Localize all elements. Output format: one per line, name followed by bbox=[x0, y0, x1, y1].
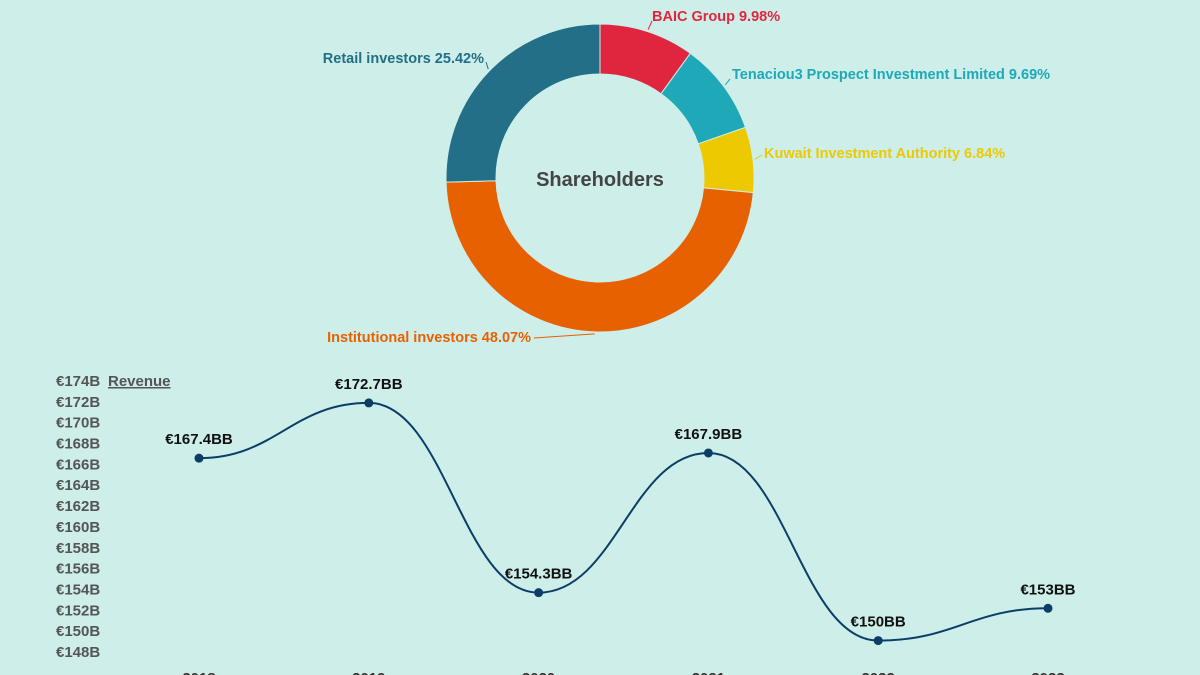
donut-slice-label: BAIC Group 9.98% bbox=[652, 9, 780, 25]
y-tick-label: €172B bbox=[56, 394, 100, 411]
revenue-data-label: €154.3BB bbox=[505, 566, 573, 583]
donut-leader-line bbox=[533, 333, 595, 339]
y-axis-label: Revenue bbox=[108, 373, 171, 390]
revenue-data-label: €167.9BB bbox=[675, 426, 743, 443]
donut-slice bbox=[445, 23, 601, 183]
revenue-series-line bbox=[198, 401, 1049, 642]
x-tick-label: 2023 bbox=[1031, 670, 1064, 675]
donut-slice-label: Kuwait Investment Authority 6.84% bbox=[764, 146, 1005, 162]
revenue-data-point bbox=[703, 448, 713, 458]
y-tick-label: €152B bbox=[56, 602, 100, 619]
revenue-data-label: €153BB bbox=[1020, 581, 1075, 598]
revenue-data-point bbox=[873, 636, 883, 646]
y-tick-label: €154B bbox=[56, 581, 100, 598]
revenue-data-label: €150BB bbox=[851, 614, 906, 631]
donut-slice-label: Tenaciou3 Prospect Investment Limited 9.… bbox=[732, 67, 1050, 83]
donut-slice-label: Institutional investors 48.07% bbox=[327, 330, 531, 346]
y-tick-label: €148B bbox=[56, 644, 100, 661]
donut-leader-line bbox=[754, 154, 763, 160]
y-tick-label: €168B bbox=[56, 436, 100, 453]
revenue-data-label: €167.4BB bbox=[165, 431, 233, 448]
x-tick-label: 2022 bbox=[862, 670, 895, 675]
donut-leader-line bbox=[647, 20, 653, 30]
donut-slice bbox=[445, 180, 754, 333]
revenue-data-point bbox=[194, 453, 204, 463]
donut-leader-line bbox=[724, 78, 731, 86]
revenue-data-point bbox=[1043, 603, 1053, 613]
y-tick-label: €166B bbox=[56, 456, 100, 473]
y-tick-label: €150B bbox=[56, 623, 100, 640]
y-tick-label: €160B bbox=[56, 519, 100, 536]
revenue-data-point bbox=[364, 398, 374, 408]
y-tick-label: €170B bbox=[56, 415, 100, 432]
revenue-data-label: €172.7BB bbox=[335, 376, 403, 393]
y-tick-label: €156B bbox=[56, 561, 100, 578]
donut-slice-label: Retail investors 25.42% bbox=[323, 51, 484, 67]
y-tick-label: €162B bbox=[56, 498, 100, 515]
x-tick-label: 2020 bbox=[522, 670, 555, 675]
y-tick-label: €164B bbox=[56, 477, 100, 494]
shareholders-donut-chart: BAIC Group 9.98% Tenaciou3 Prospect Inves… bbox=[323, 9, 1050, 346]
y-tick-label: €174B bbox=[56, 373, 100, 390]
x-tick-label: 2018 bbox=[182, 670, 215, 675]
revenue-data-point bbox=[534, 588, 544, 598]
donut-center-title: Shareholders bbox=[536, 169, 664, 191]
y-tick-label: €158B bbox=[56, 540, 100, 557]
x-tick-label: 2021 bbox=[692, 670, 725, 675]
donut-leader-line bbox=[485, 61, 489, 70]
x-tick-label: 2019 bbox=[352, 670, 385, 675]
